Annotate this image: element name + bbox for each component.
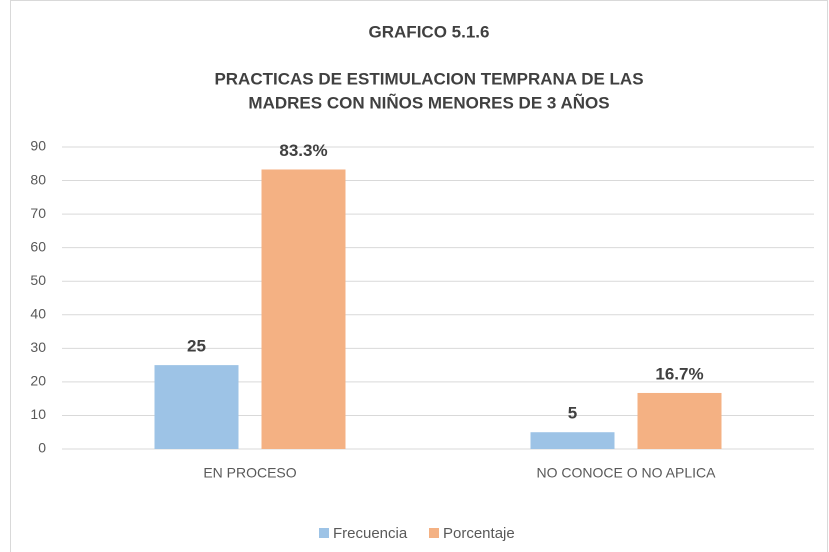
chart-title: GRAFICO 5.1.6 xyxy=(369,22,490,41)
x-tick-label: NO CONOCE O NO APLICA xyxy=(537,465,717,481)
chart-border xyxy=(10,0,828,552)
y-tick-label: 30 xyxy=(30,339,46,355)
legend-label: Frecuencia xyxy=(333,525,408,542)
bar xyxy=(154,365,239,449)
legend-swatch xyxy=(429,528,439,538)
y-tick-label: 80 xyxy=(30,171,46,187)
legend-label: Porcentaje xyxy=(443,525,515,542)
data-label: 25 xyxy=(187,337,206,356)
bar xyxy=(530,432,615,449)
data-label: 16.7% xyxy=(655,364,703,383)
bar xyxy=(261,169,346,449)
y-tick-label: 40 xyxy=(30,305,46,321)
y-tick-label: 60 xyxy=(30,238,46,254)
chart-subtitle: MADRES CON NIÑOS MENORES DE 3 AÑOS xyxy=(248,92,609,112)
chart-subtitle: PRACTICAS DE ESTIMULACION TEMPRANA DE LA… xyxy=(214,69,643,88)
y-tick-label: 90 xyxy=(30,138,46,154)
data-label: 83.3% xyxy=(279,141,327,160)
y-tick-label: 50 xyxy=(30,272,46,288)
y-tick-label: 0 xyxy=(38,440,46,456)
y-tick-label: 20 xyxy=(30,373,46,389)
y-tick-label: 10 xyxy=(30,406,46,422)
legend-swatch xyxy=(319,528,329,538)
y-tick-label: 70 xyxy=(30,205,46,221)
x-tick-label: EN PROCESO xyxy=(203,465,296,481)
bar xyxy=(637,392,722,449)
data-label: 5 xyxy=(568,404,577,423)
